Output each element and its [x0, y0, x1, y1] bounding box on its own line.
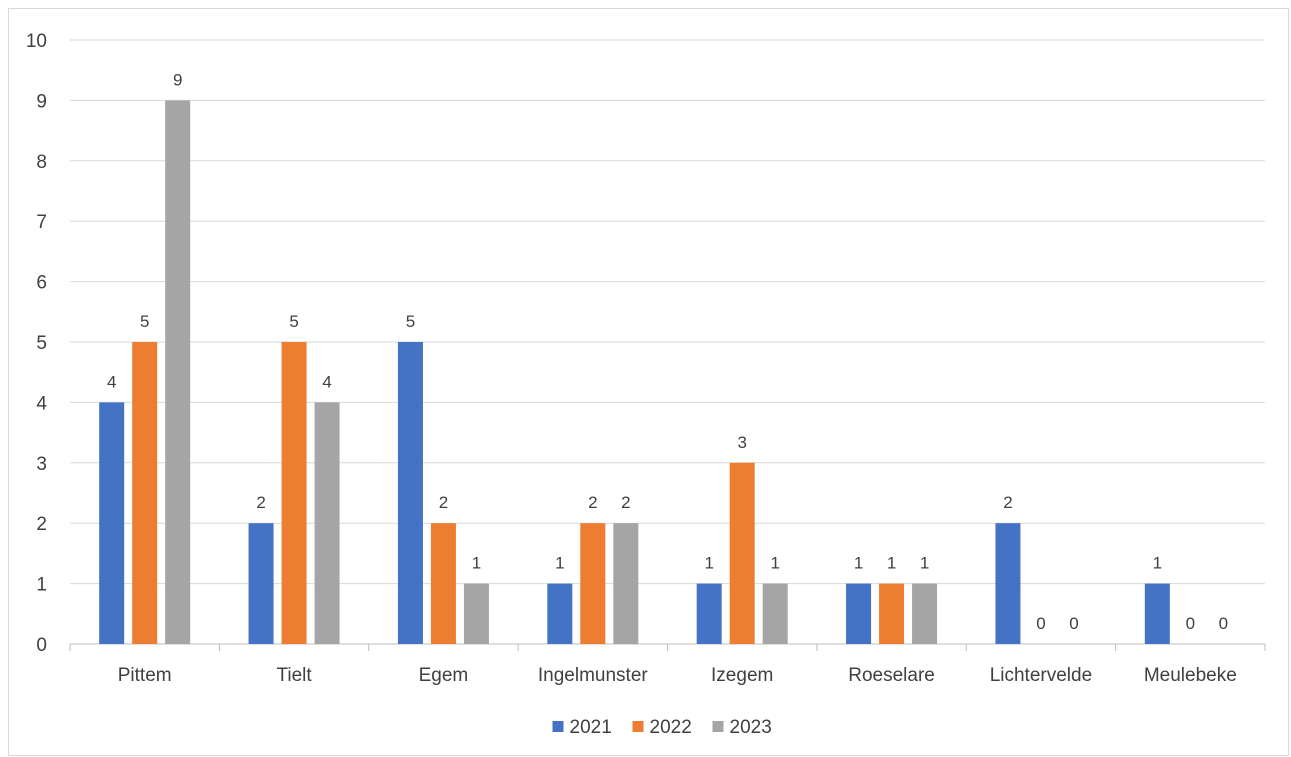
- data-label: 2: [439, 493, 448, 512]
- data-label: 4: [322, 372, 331, 391]
- bar: [314, 402, 340, 644]
- bar: [248, 523, 274, 644]
- data-label: 1: [920, 554, 929, 573]
- bar: [397, 342, 423, 644]
- bar: [729, 462, 755, 644]
- legend-label: 2023: [730, 717, 772, 738]
- bar: [99, 402, 125, 644]
- bars: [99, 100, 1170, 644]
- x-tick-label: Egem: [419, 665, 469, 686]
- y-tick-label: 4: [36, 393, 47, 414]
- bar: [879, 583, 905, 644]
- legend-swatch: [552, 721, 564, 732]
- legend-swatch: [712, 721, 724, 732]
- data-label: 2: [621, 493, 630, 512]
- x-tick-label: Meulebeke: [1144, 665, 1237, 686]
- data-label: 3: [737, 433, 746, 452]
- legend-swatch: [632, 721, 644, 732]
- x-tick-label: Ingelmunster: [538, 665, 649, 686]
- x-axis-ticks: Pittem Tielt Egem Ingelmunster Izegem Roesela…: [118, 665, 1237, 686]
- bar: [912, 583, 938, 644]
- y-tick-label: 2: [36, 514, 47, 535]
- data-label: 1: [887, 554, 896, 573]
- x-tick-label: Izegem: [711, 665, 773, 686]
- y-tick-label: 9: [36, 91, 47, 112]
- y-tick-label: 5: [36, 333, 47, 354]
- data-label: 0: [1069, 614, 1078, 633]
- bar: [846, 583, 872, 644]
- legend-label: 2022: [650, 717, 692, 738]
- data-label: 0: [1036, 614, 1045, 633]
- x-tick-label: Lichtervelde: [990, 665, 1092, 686]
- chart-frame: [8, 8, 1289, 756]
- legend-label: 2021: [570, 717, 612, 738]
- bar: [762, 583, 788, 644]
- data-label: 1: [555, 554, 564, 573]
- data-label: 1: [854, 554, 863, 573]
- y-tick-label: 6: [36, 273, 47, 294]
- data-label: 1: [1153, 554, 1162, 573]
- x-tick-label: Tielt: [276, 665, 312, 686]
- bar: [165, 100, 191, 644]
- legend: 2021 2022 2023: [552, 717, 772, 738]
- bar: [613, 523, 639, 644]
- bar: [580, 523, 606, 644]
- x-tick-label: Pittem: [118, 665, 172, 686]
- data-label: 1: [770, 554, 779, 573]
- y-tick-label: 7: [36, 212, 47, 233]
- bar: [281, 342, 307, 644]
- data-label: 5: [140, 312, 149, 331]
- y-tick-label: 3: [36, 454, 47, 475]
- data-label: 5: [289, 312, 298, 331]
- data-label: 0: [1219, 614, 1228, 633]
- data-labels: 4 5 9 2 5 4 5 2 1 1 2 2 1 3 1 1 1 1 2 0 0 1 0 0: [107, 70, 1228, 633]
- data-label: 2: [256, 493, 265, 512]
- y-tick-label: 0: [36, 635, 47, 656]
- y-tick-label: 8: [36, 152, 47, 173]
- bar: [463, 583, 489, 644]
- bar: [995, 523, 1021, 644]
- data-label: 0: [1186, 614, 1195, 633]
- data-label: 2: [588, 493, 597, 512]
- data-label: 2: [1003, 493, 1012, 512]
- data-label: 1: [472, 554, 481, 573]
- bar: [696, 583, 722, 644]
- bar: [1144, 583, 1170, 644]
- bar: [547, 583, 573, 644]
- bar: [132, 342, 158, 644]
- data-label: 9: [173, 70, 182, 89]
- data-label: 4: [107, 372, 116, 391]
- y-tick-label: 1: [36, 575, 47, 596]
- x-tick-label: Roeselare: [848, 665, 935, 686]
- bar: [430, 523, 456, 644]
- y-tick-label: 10: [26, 31, 47, 52]
- y-axis-ticks: 0 1 2 3 4 5 6 7 8 9 10: [26, 31, 48, 656]
- data-label: 1: [704, 554, 713, 573]
- data-label: 5: [406, 312, 415, 331]
